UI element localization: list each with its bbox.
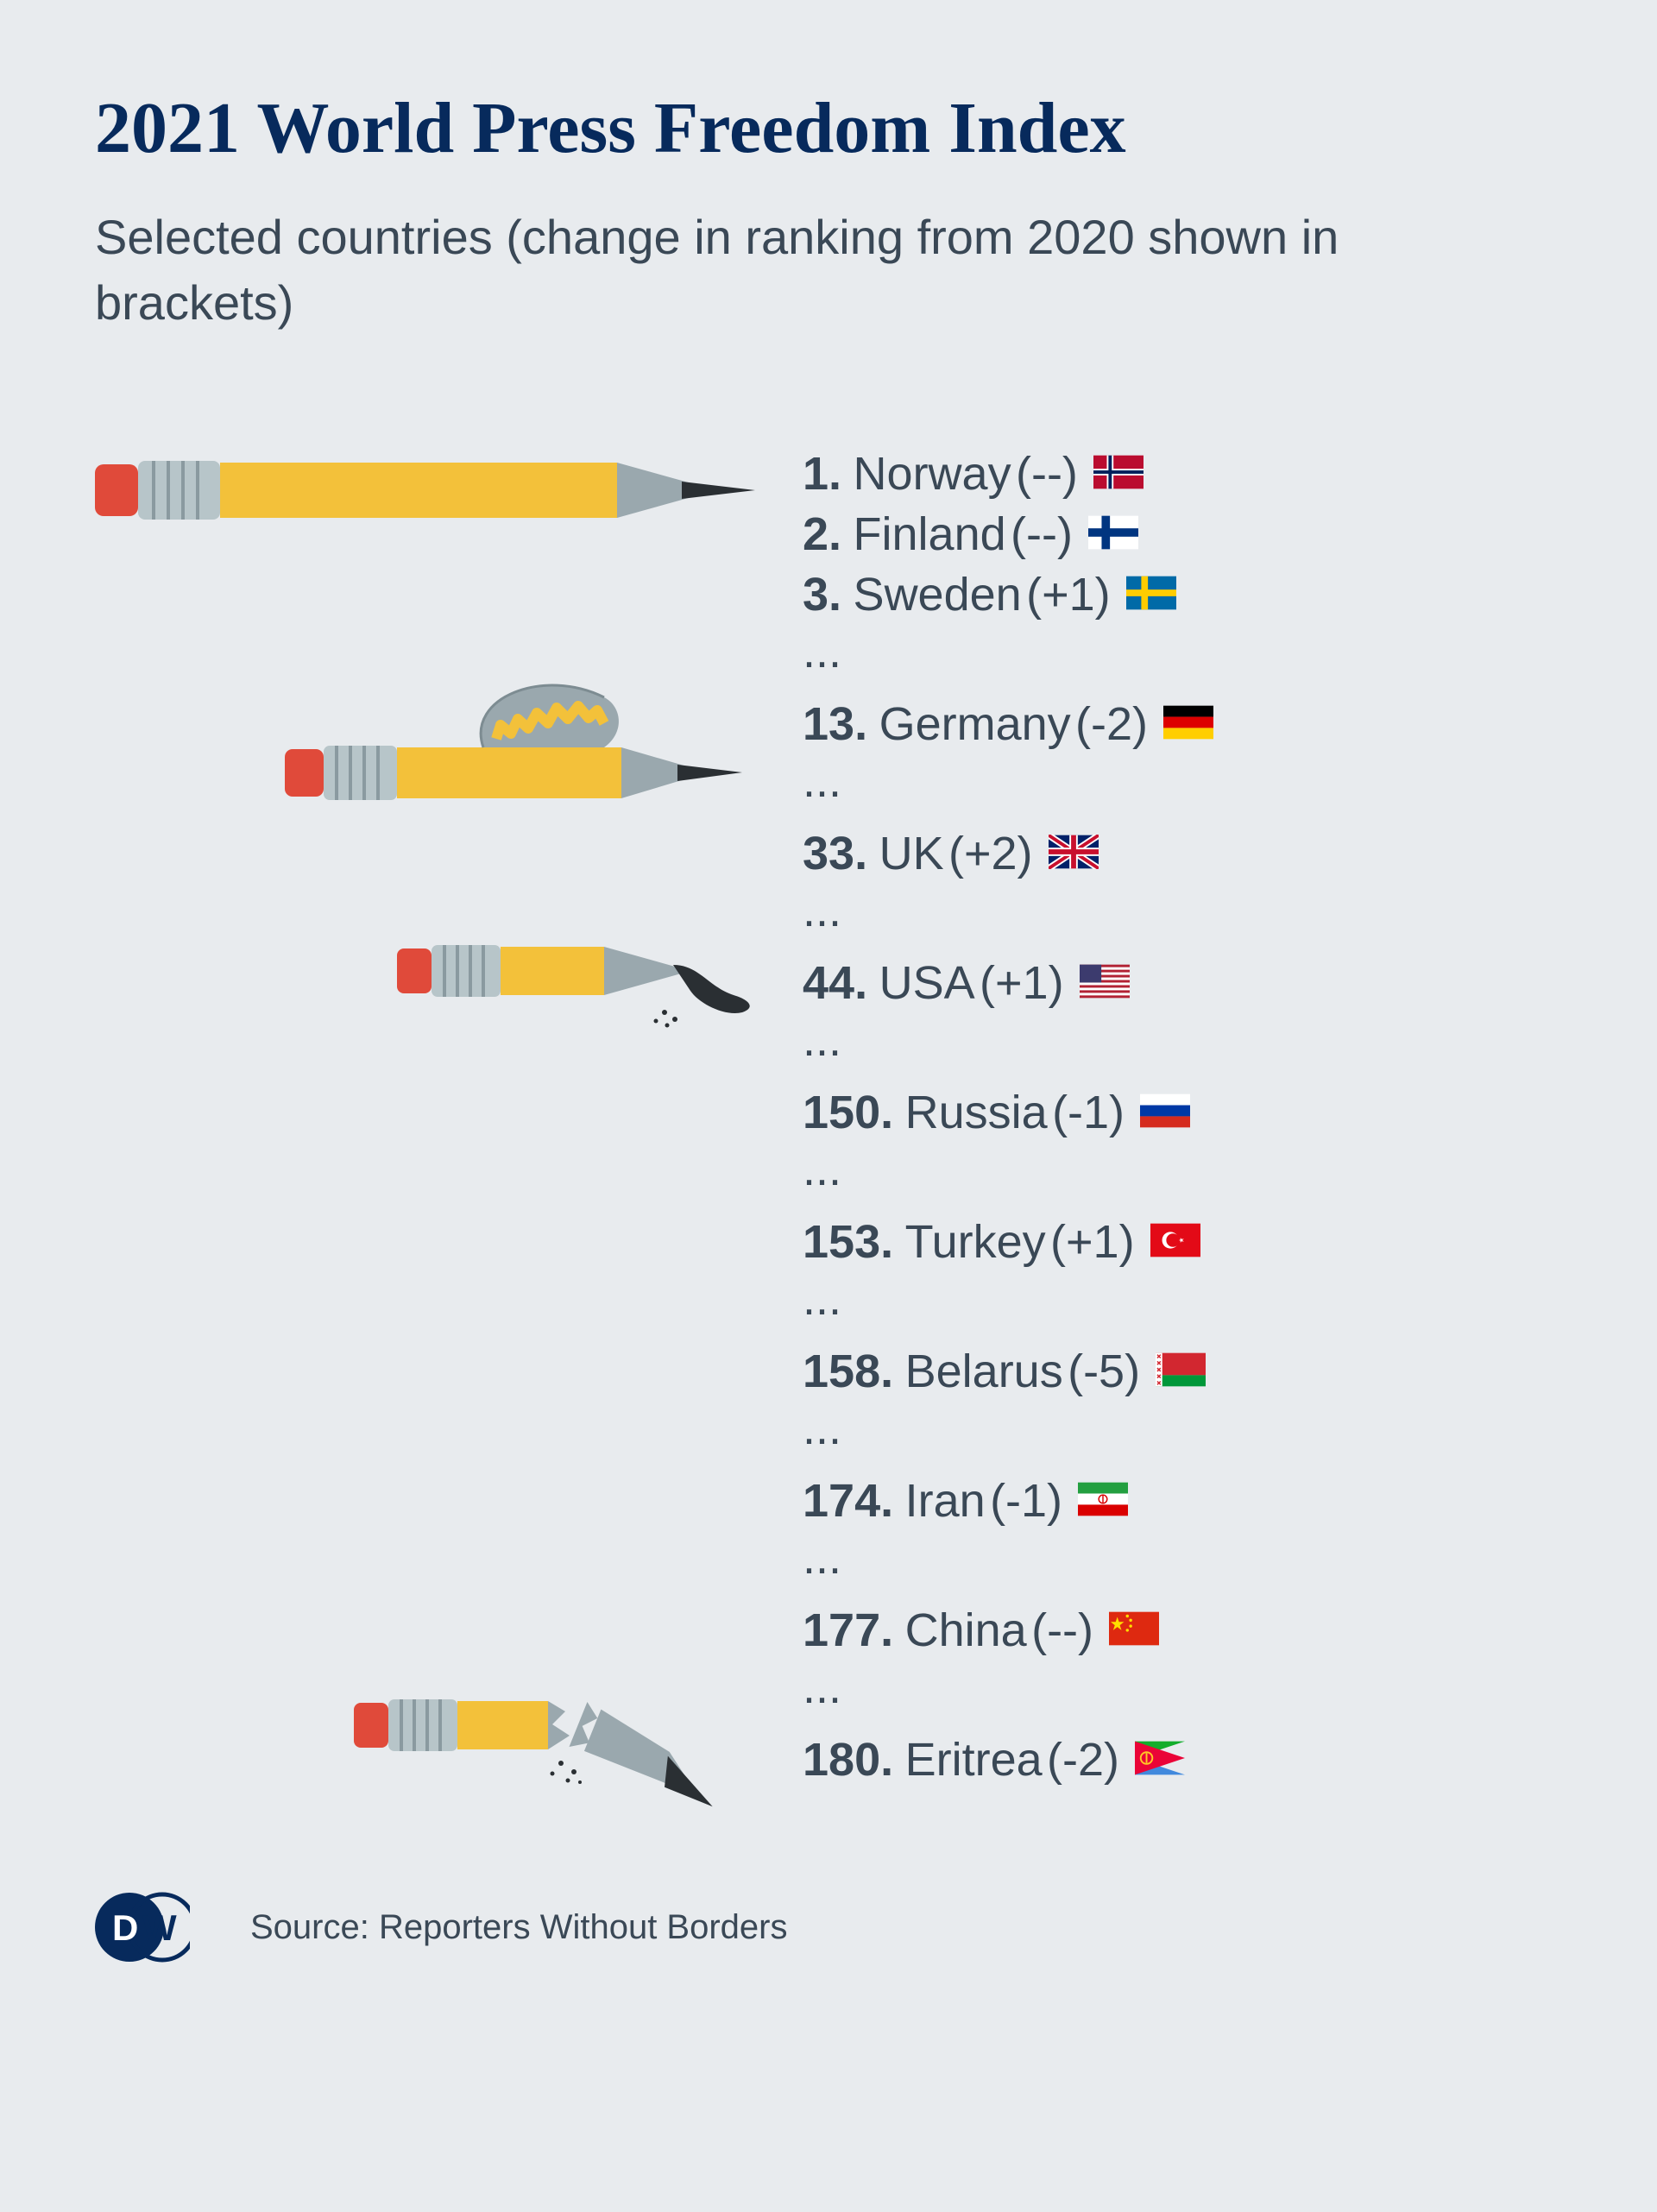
ranking-row: 44.USA (+1) (803, 956, 1562, 1010)
rank-number: 13. (803, 697, 867, 751)
country-name: Norway (854, 447, 1011, 501)
country-name: China (905, 1604, 1027, 1657)
rank-change: (-1) (990, 1474, 1062, 1528)
rank-change: (+1) (1050, 1215, 1135, 1269)
ellipsis: ... (803, 1143, 1562, 1196)
pencil-shaving-icon (285, 671, 794, 827)
pencil-broken-tip-icon (397, 917, 803, 1030)
flag-iran-icon (1078, 1474, 1128, 1528)
page-title: 2021 World Press Freedom Index (95, 86, 1562, 170)
flag-sweden-icon (1126, 568, 1176, 621)
ranking-list: 1.Norway (--)2.Finland (--)3.Sweden (+1)… (803, 438, 1562, 1793)
flag-norway-icon (1093, 447, 1144, 501)
svg-text:D: D (112, 1907, 138, 1948)
flag-china-icon (1109, 1604, 1159, 1657)
flag-russia-icon (1140, 1086, 1190, 1139)
ranking-row: 150.Russia (-1) (803, 1086, 1562, 1139)
ranking-row: 177.China (--) (803, 1604, 1562, 1657)
pencil-illustrations (95, 438, 803, 1793)
rank-number: 1. (803, 447, 841, 501)
rank-change: (--) (1011, 507, 1073, 561)
rank-number: 33. (803, 827, 867, 880)
flag-usa-icon (1080, 956, 1130, 1010)
ellipsis: ... (803, 1661, 1562, 1714)
ranking-row: 174.Iran (-1) (803, 1474, 1562, 1528)
rank-change: (--) (1031, 1604, 1093, 1657)
page-subtitle: Selected countries (change in ranking fr… (95, 205, 1476, 335)
country-name: Sweden (854, 568, 1022, 621)
ranking-row: 2.Finland (--) (803, 507, 1562, 561)
ellipsis: ... (803, 754, 1562, 808)
ellipsis: ... (803, 1531, 1562, 1585)
ranking-row: 1.Norway (--) (803, 447, 1562, 501)
country-name: Finland (854, 507, 1006, 561)
ranking-row: 13.Germany (-2) (803, 697, 1562, 751)
rank-change: (--) (1016, 447, 1078, 501)
rank-number: 174. (803, 1474, 893, 1528)
ellipsis: ... (803, 1013, 1562, 1067)
rank-number: 44. (803, 956, 867, 1010)
country-name: Germany (879, 697, 1071, 751)
flag-finland-icon (1088, 507, 1138, 561)
rank-number: 177. (803, 1604, 893, 1657)
rank-change: (-2) (1075, 697, 1148, 751)
flag-germany-icon (1163, 697, 1213, 751)
ranking-row: 180.Eritrea (-2) (803, 1733, 1562, 1787)
content-area: 1.Norway (--)2.Finland (--)3.Sweden (+1)… (95, 438, 1562, 1793)
ranking-row: 33.UK (+2) (803, 827, 1562, 880)
country-name: Turkey (905, 1215, 1046, 1269)
rank-change: (+1) (1026, 568, 1111, 621)
svg-text:W: W (142, 1907, 177, 1948)
rank-number: 2. (803, 507, 841, 561)
rank-change: (+1) (980, 956, 1064, 1010)
ranking-row: 3.Sweden (+1) (803, 568, 1562, 621)
country-name: UK (879, 827, 944, 880)
country-name: Russia (905, 1086, 1048, 1139)
flag-belarus-icon (1156, 1345, 1206, 1398)
country-name: Eritrea (905, 1733, 1043, 1787)
pencil-full-icon (95, 438, 768, 542)
pencil-snapped-icon (354, 1677, 803, 1824)
country-name: Belarus (905, 1345, 1063, 1398)
source-text: Source: Reporters Without Borders (250, 1908, 787, 1947)
ellipsis: ... (803, 625, 1562, 678)
rank-number: 150. (803, 1086, 893, 1139)
ranking-row: 158.Belarus (-5) (803, 1345, 1562, 1398)
rank-change: (-1) (1052, 1086, 1125, 1139)
flag-uk-icon (1049, 827, 1099, 880)
country-name: USA (879, 956, 975, 1010)
ranking-row: 153.Turkey (+1) (803, 1215, 1562, 1269)
footer: D W Source: Reporters Without Borders (95, 1880, 1562, 1975)
ellipsis: ... (803, 1402, 1562, 1455)
rank-number: 3. (803, 568, 841, 621)
rank-change: (-5) (1068, 1345, 1140, 1398)
flag-turkey-icon (1150, 1215, 1200, 1269)
flag-eritrea-icon (1135, 1733, 1185, 1787)
rank-number: 180. (803, 1733, 893, 1787)
rank-number: 158. (803, 1345, 893, 1398)
rank-change: (-2) (1047, 1733, 1119, 1787)
rank-number: 153. (803, 1215, 893, 1269)
ellipsis: ... (803, 1272, 1562, 1326)
dw-logo-icon: D W (95, 1880, 190, 1975)
ellipsis: ... (803, 884, 1562, 937)
rank-change: (+2) (948, 827, 1033, 880)
country-name: Iran (905, 1474, 986, 1528)
